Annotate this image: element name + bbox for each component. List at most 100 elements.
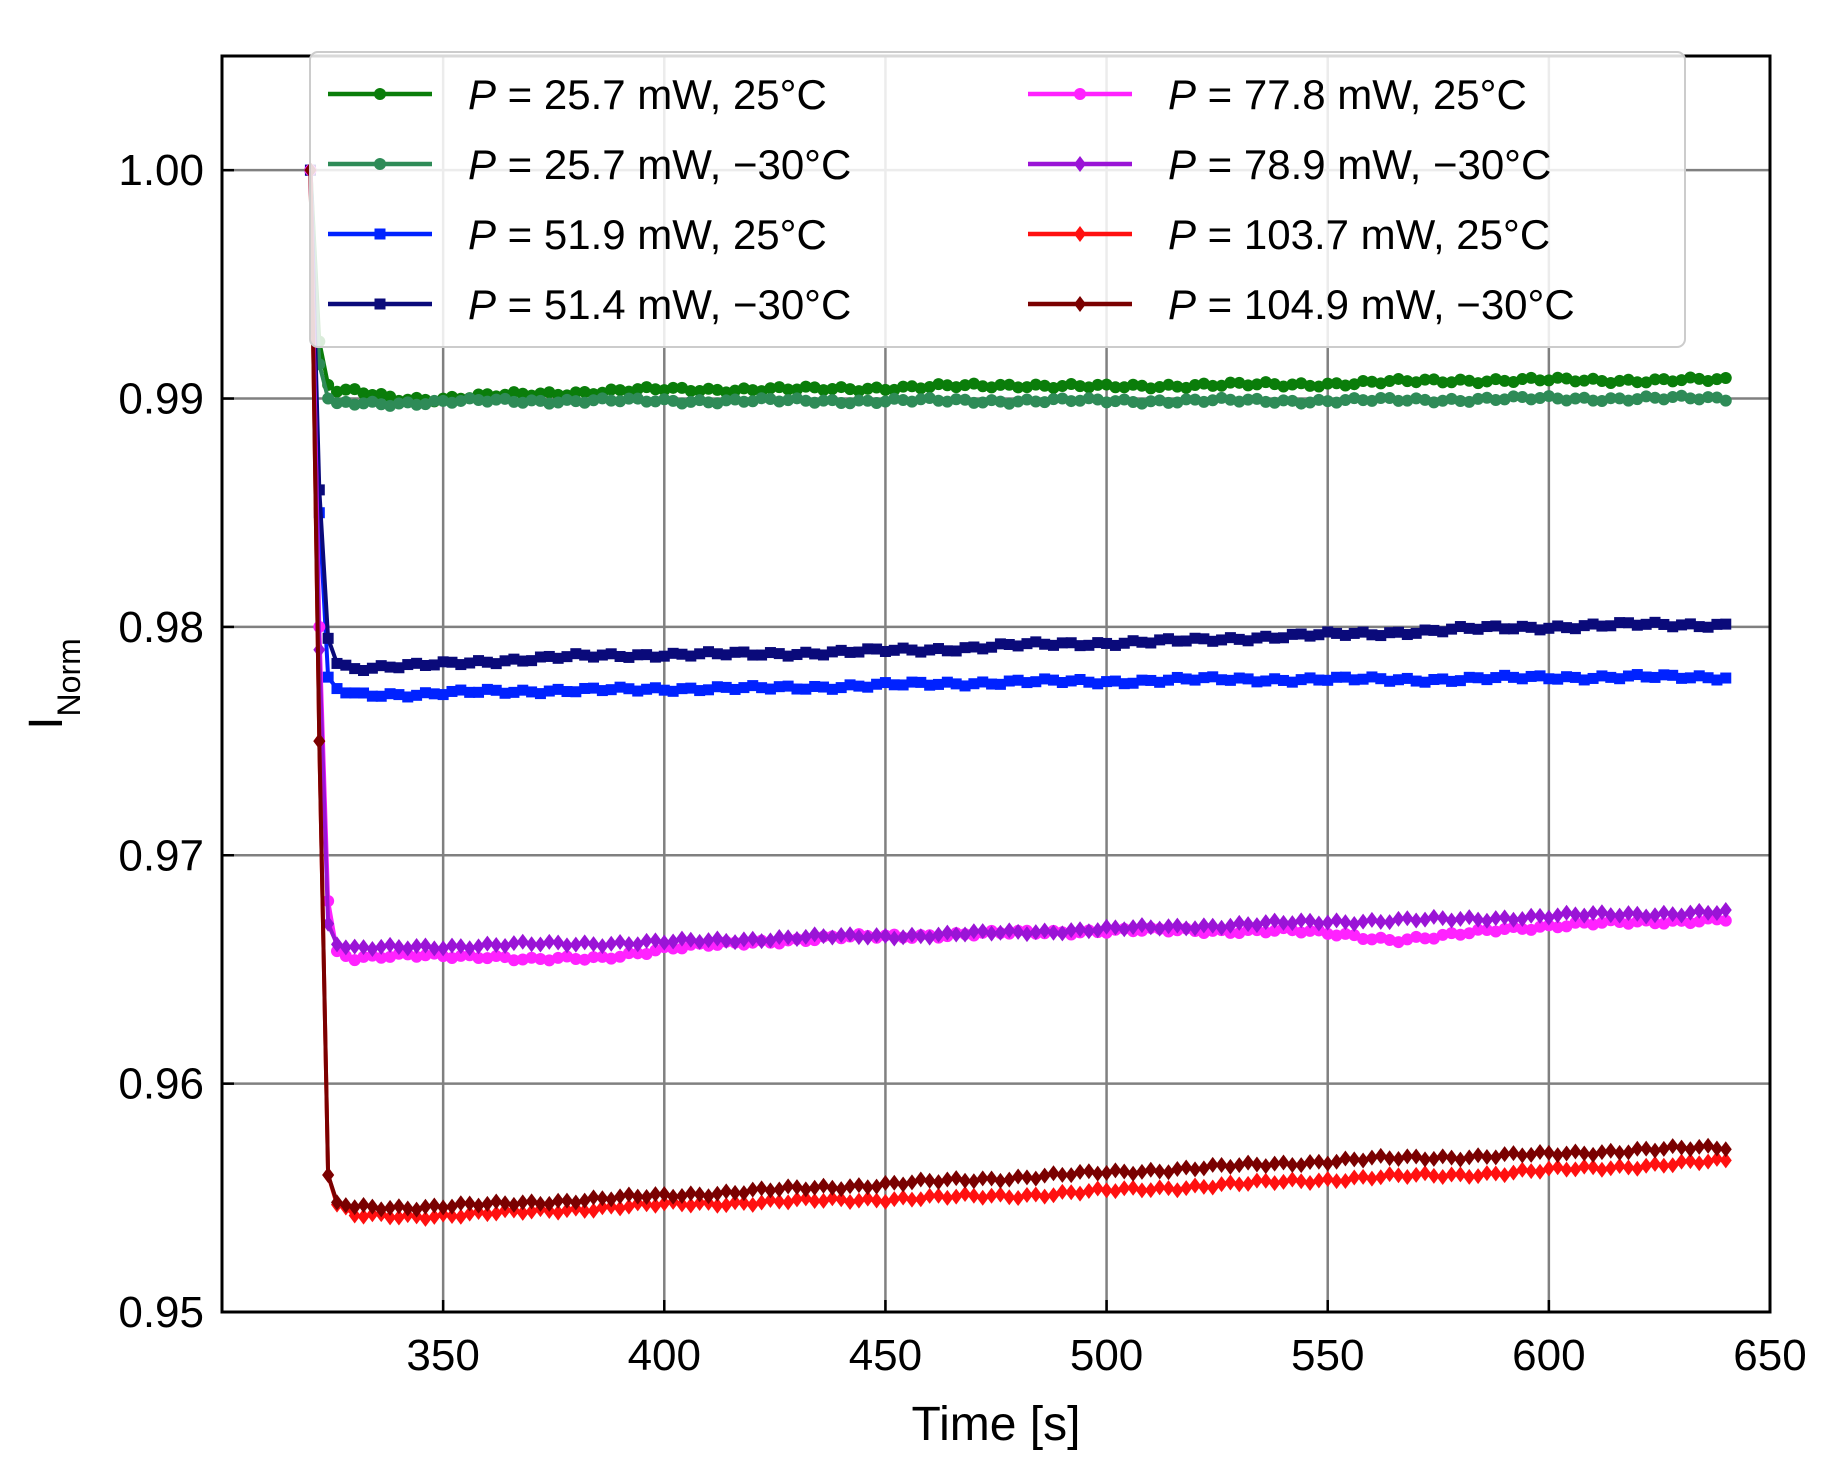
data-point [1436,1148,1449,1165]
data-point [773,648,785,660]
data-point [835,1191,848,1208]
data-point [1534,907,1547,924]
data-point [1180,673,1192,685]
data-point [967,396,980,409]
data-point [729,1184,742,1201]
legend-swatch-marker [374,88,386,100]
data-point [1578,907,1591,924]
data-point [1321,1170,1334,1187]
data-point [1207,635,1219,647]
data-point [1649,616,1661,628]
data-point [817,384,830,397]
data-point [1684,672,1696,684]
data-point [375,660,387,672]
data-point [1304,1153,1317,1170]
data-point [1277,914,1290,931]
data-point [1480,923,1493,936]
data-point [632,685,644,697]
data-point [1339,629,1351,641]
data-point [1260,630,1272,642]
data-point [499,655,511,667]
data-point [1719,371,1732,384]
data-point [1304,630,1316,642]
data-point [879,1193,892,1210]
data-point [401,940,414,957]
x-tick-label: 350 [406,1331,479,1380]
data-point [1250,917,1263,934]
data-point [1622,394,1635,407]
data-point [455,659,467,671]
data-point [1649,391,1662,404]
legend-label: P = 104.9 mW, −30°C [1168,281,1575,328]
data-point [1331,671,1343,683]
data-point [622,1186,635,1203]
data-point [1516,911,1529,928]
data-point [1516,922,1529,935]
data-point [313,484,325,496]
data-point [1507,671,1519,683]
data-point [756,649,768,661]
data-point [702,1188,715,1205]
data-point [1499,623,1511,635]
data-point [1136,674,1148,686]
data-point [1454,373,1467,386]
data-point [809,680,821,692]
data-point [322,671,334,683]
data-point [428,1208,441,1225]
data-point [552,951,565,964]
data-point [923,1172,936,1189]
data-point [322,632,334,644]
data-point [782,680,794,692]
data-point [835,396,848,409]
x-tick-label: 450 [849,1331,922,1380]
data-point [835,1181,848,1198]
data-point [1118,1163,1131,1180]
data-point [879,383,892,396]
data-point [1091,922,1104,939]
series-8 [304,162,1732,1218]
data-point [1109,639,1121,651]
data-point [835,927,848,944]
data-point [985,394,998,407]
data-point [1038,1188,1051,1205]
data-point [490,1205,503,1222]
data-point [1569,671,1581,683]
data-point [764,932,777,949]
data-point [950,926,963,943]
data-point [994,1186,1007,1203]
data-point [340,687,352,699]
data-point [490,936,503,953]
data-point [1286,628,1298,640]
data-point [799,1181,812,1198]
legend-label-value: = 104.9 mW, −30°C [1196,281,1575,328]
data-point [826,1190,839,1207]
data-point [375,1201,388,1218]
data-point [1251,676,1263,688]
data-point [676,683,688,695]
data-point [1551,907,1564,924]
x-tick-label: 650 [1733,1331,1806,1380]
data-point [1153,1179,1166,1196]
data-point [1144,395,1157,408]
data-point [1180,393,1193,406]
data-point [729,683,741,695]
data-point [1047,1187,1060,1204]
data-point [1224,917,1237,934]
data-point [976,380,989,393]
data-point [472,952,485,965]
data-point [985,925,998,942]
data-point [649,932,662,949]
data-point [1702,672,1714,684]
data-point [1312,1153,1325,1170]
data-point [640,395,653,408]
data-point [1171,671,1183,683]
data-point [1649,671,1661,683]
data-point [1215,919,1228,936]
data-point [1082,392,1095,405]
data-point [923,929,936,946]
data-point [1100,1182,1113,1199]
data-point [1304,1174,1317,1191]
data-point [622,1198,635,1215]
data-point [994,638,1006,650]
data-point [349,687,361,699]
